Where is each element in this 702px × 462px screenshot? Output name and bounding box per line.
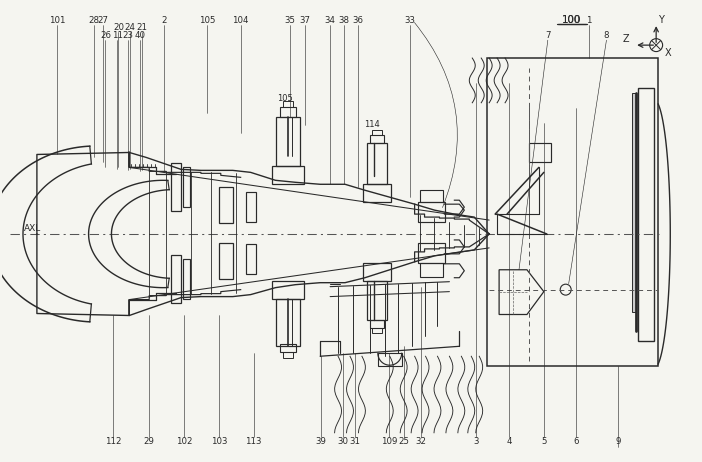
Bar	[372, 130, 382, 134]
Text: 35: 35	[285, 16, 296, 25]
Text: 112: 112	[105, 437, 121, 446]
Bar	[633, 93, 636, 311]
Text: 25: 25	[398, 437, 409, 446]
Text: 104: 104	[232, 16, 249, 25]
Bar	[280, 344, 296, 352]
Text: 102: 102	[176, 437, 192, 446]
Bar	[420, 263, 444, 277]
Text: 32: 32	[415, 437, 426, 446]
Text: 100: 100	[562, 15, 581, 25]
Text: 33: 33	[404, 16, 415, 25]
Text: 101: 101	[48, 16, 65, 25]
Bar	[272, 281, 304, 298]
Bar	[171, 255, 181, 303]
Text: 6: 6	[573, 437, 578, 446]
Text: 26: 26	[100, 30, 111, 40]
Text: 11: 11	[112, 30, 123, 40]
Text: 37: 37	[300, 16, 311, 25]
Bar	[370, 321, 384, 328]
Text: 1: 1	[585, 16, 591, 25]
Bar	[277, 117, 300, 166]
Text: 27: 27	[97, 16, 108, 25]
Bar	[372, 328, 382, 334]
Text: 105: 105	[277, 94, 293, 103]
Text: 23: 23	[123, 30, 134, 40]
Text: 3: 3	[473, 437, 479, 446]
Bar	[529, 143, 551, 163]
Text: 9: 9	[616, 437, 621, 446]
Text: Z: Z	[623, 34, 630, 44]
Bar	[284, 352, 293, 358]
Bar	[418, 202, 446, 222]
Text: 103: 103	[211, 437, 227, 446]
Text: 100: 100	[562, 15, 581, 25]
Text: Y: Y	[658, 15, 664, 25]
Bar	[363, 184, 391, 202]
Bar	[277, 298, 300, 346]
Text: 29: 29	[144, 437, 154, 446]
Text: X: X	[665, 48, 671, 58]
Text: 38: 38	[338, 16, 350, 25]
Text: 114: 114	[364, 120, 380, 129]
Bar	[219, 187, 233, 223]
Bar	[487, 58, 658, 366]
Bar	[246, 244, 256, 274]
Bar	[638, 88, 654, 341]
Text: 36: 36	[352, 16, 364, 25]
Text: 21: 21	[137, 23, 147, 32]
Bar	[370, 134, 384, 143]
Bar	[367, 143, 387, 184]
Text: 5: 5	[541, 437, 547, 446]
Bar	[363, 263, 391, 281]
Text: 109: 109	[380, 437, 397, 446]
Text: 28: 28	[88, 16, 99, 25]
Text: 8: 8	[604, 30, 609, 40]
Bar	[420, 190, 444, 202]
Bar	[280, 107, 296, 117]
Text: 2: 2	[161, 16, 167, 25]
Bar	[418, 243, 446, 263]
Bar	[367, 281, 387, 321]
Text: 31: 31	[350, 437, 360, 446]
Text: 7: 7	[545, 30, 550, 40]
Bar	[284, 101, 293, 107]
Text: 113: 113	[245, 437, 262, 446]
Text: 40: 40	[135, 30, 146, 40]
Bar	[378, 353, 402, 366]
Bar	[183, 167, 190, 207]
Bar	[272, 166, 304, 184]
Text: 24: 24	[125, 23, 135, 32]
Bar	[171, 164, 181, 211]
Text: 105: 105	[199, 16, 215, 25]
Text: 34: 34	[324, 16, 336, 25]
Bar	[183, 259, 190, 298]
Text: 4: 4	[506, 437, 512, 446]
Text: 20: 20	[113, 23, 124, 32]
Text: 30: 30	[338, 437, 349, 446]
Bar	[219, 243, 233, 279]
Text: 39: 39	[316, 437, 326, 446]
Bar	[246, 192, 256, 222]
Text: AXL: AXL	[24, 224, 41, 232]
